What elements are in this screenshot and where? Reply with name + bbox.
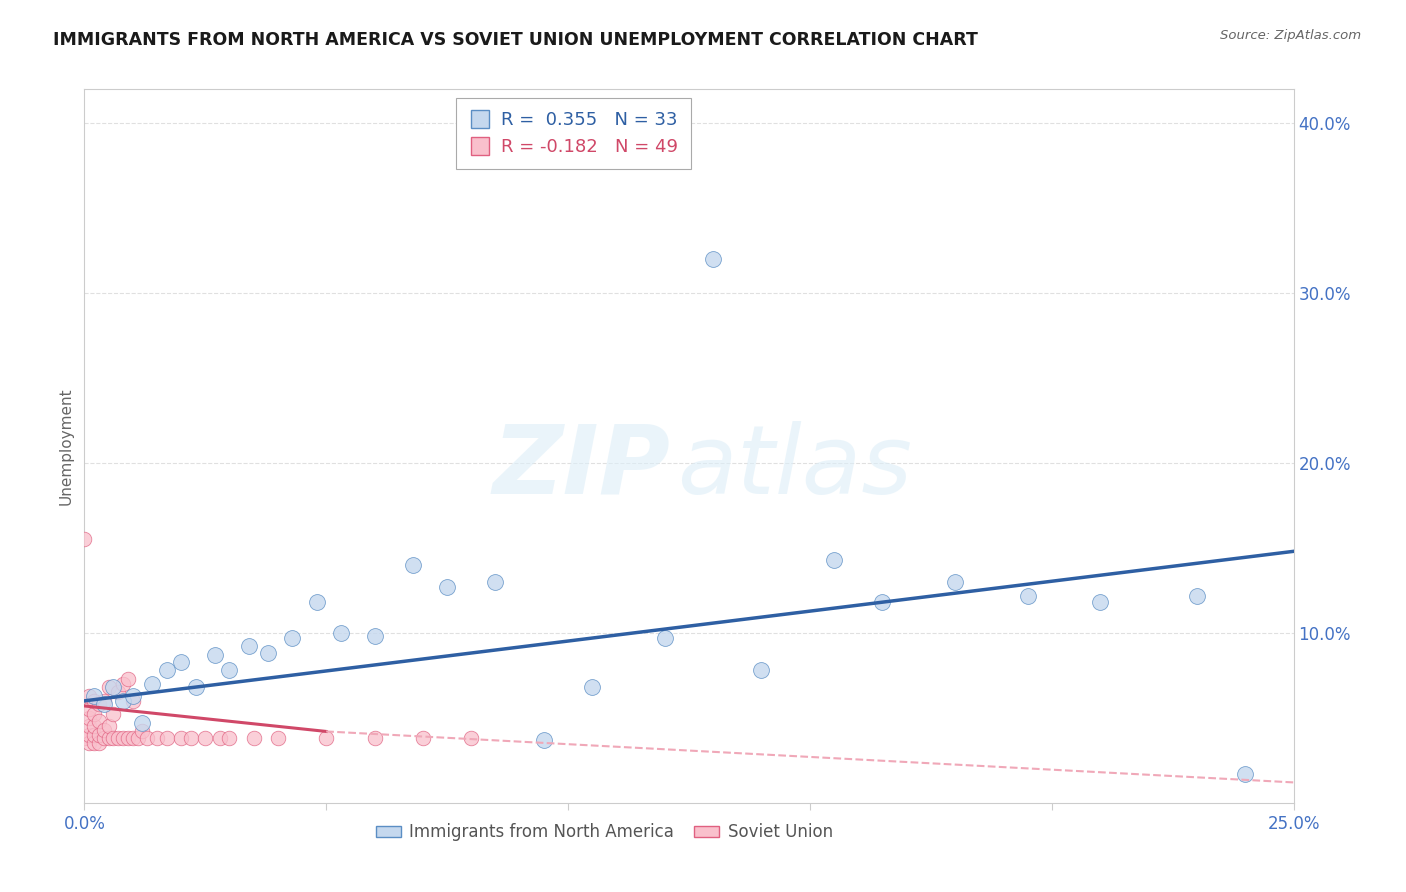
Text: atlas: atlas [676, 421, 912, 514]
Point [702, 252, 724, 266]
Point [1088, 595, 1111, 609]
Point [238, 640, 260, 654]
Point [1017, 589, 1039, 603]
Point [77, 736, 100, 750]
Point [155, 731, 177, 746]
Point [363, 629, 385, 643]
Point [121, 694, 143, 708]
Text: IMMIGRANTS FROM NORTH AMERICA VS SOVIET UNION UNEMPLOYMENT CORRELATION CHART: IMMIGRANTS FROM NORTH AMERICA VS SOVIET … [53, 31, 979, 49]
Y-axis label: Unemployment: Unemployment [58, 387, 73, 505]
Point [484, 574, 506, 589]
Point [97, 680, 120, 694]
Point [654, 631, 676, 645]
Point [87, 736, 110, 750]
Point [73, 533, 96, 547]
Point [117, 672, 139, 686]
Point [136, 731, 159, 746]
Point [281, 631, 304, 645]
Point [83, 719, 105, 733]
Point [112, 731, 135, 746]
Point [77, 719, 100, 733]
Point [83, 736, 105, 750]
Point [73, 731, 96, 746]
Point [194, 731, 217, 746]
Point [77, 702, 100, 716]
Point [127, 731, 149, 746]
Point [533, 733, 555, 747]
Point [460, 731, 482, 746]
Point [131, 724, 153, 739]
Point [97, 731, 120, 746]
Point [87, 698, 110, 712]
Point [257, 646, 280, 660]
Point [87, 714, 110, 729]
Point [83, 689, 105, 703]
Point [218, 731, 240, 746]
Text: ZIP: ZIP [494, 421, 671, 514]
Point [93, 694, 115, 708]
Point [267, 731, 290, 746]
Point [751, 663, 773, 677]
Point [155, 663, 177, 677]
Point [83, 707, 105, 722]
Point [170, 731, 193, 746]
Point [83, 694, 105, 708]
Point [141, 677, 163, 691]
Point [121, 689, 143, 703]
Point [97, 719, 120, 733]
Point [872, 595, 894, 609]
Point [103, 680, 125, 694]
Point [93, 723, 115, 737]
Point [77, 728, 100, 742]
Point [121, 731, 143, 746]
Point [412, 731, 434, 746]
Point [436, 580, 458, 594]
Point [1185, 589, 1208, 603]
Point [87, 728, 110, 742]
Point [117, 731, 139, 746]
Point [184, 680, 207, 694]
Point [103, 707, 125, 722]
Point [242, 731, 264, 746]
Point [83, 728, 105, 742]
Point [170, 655, 193, 669]
Point [823, 553, 845, 567]
Point [943, 574, 966, 589]
Point [77, 711, 100, 725]
Point [581, 680, 603, 694]
Point [93, 698, 115, 712]
Point [107, 731, 129, 746]
Point [93, 731, 115, 746]
Point [112, 677, 135, 691]
Point [218, 663, 240, 677]
Point [363, 731, 385, 746]
Point [103, 731, 125, 746]
Point [329, 626, 352, 640]
Text: Source: ZipAtlas.com: Source: ZipAtlas.com [1220, 29, 1361, 42]
Point [131, 715, 153, 730]
Point [77, 689, 100, 703]
Legend: Immigrants from North America, Soviet Union: Immigrants from North America, Soviet Un… [370, 817, 839, 848]
Point [208, 731, 231, 746]
Point [402, 558, 425, 572]
Point [146, 731, 169, 746]
Point [1234, 767, 1257, 781]
Point [180, 731, 202, 746]
Point [112, 694, 135, 708]
Point [315, 731, 337, 746]
Point [305, 595, 328, 609]
Point [204, 648, 226, 662]
Point [107, 685, 129, 699]
